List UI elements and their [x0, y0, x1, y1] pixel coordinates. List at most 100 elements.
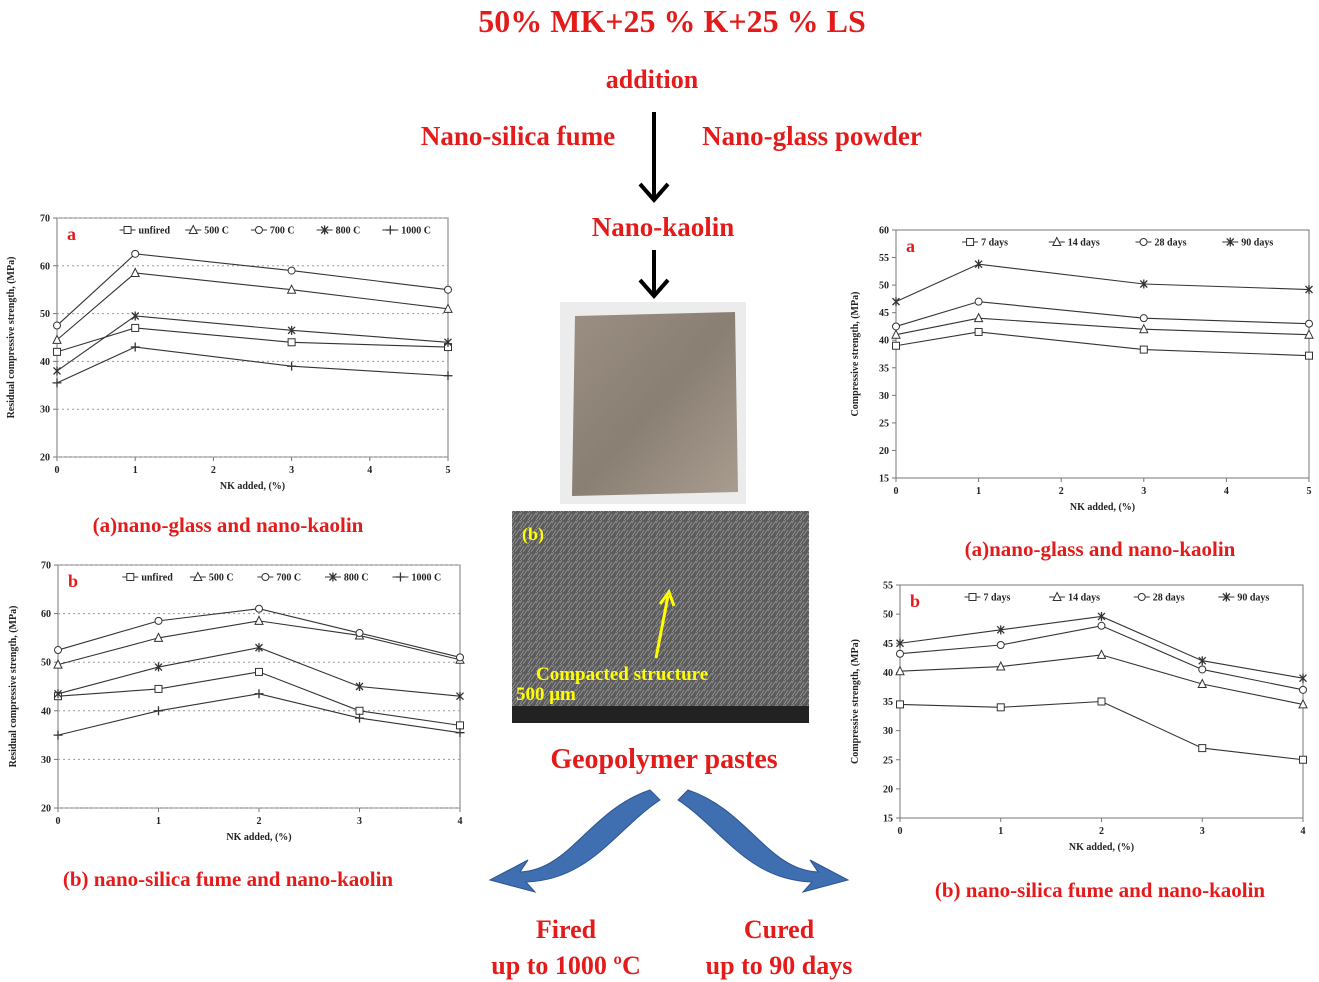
- y-axis-label: Residual compressive strength, (MPa): [8, 606, 19, 768]
- data-point: [288, 267, 295, 274]
- sample-photo: [572, 312, 738, 496]
- data-point: [445, 286, 452, 293]
- data-point: [54, 348, 61, 355]
- y-tick-label: 60: [879, 226, 889, 237]
- legend-label: unfired: [139, 226, 171, 237]
- y-tick-label: 60: [41, 609, 51, 620]
- data-point: [256, 668, 263, 675]
- panel-label: a: [906, 236, 915, 256]
- caption: (a)nano-glass and nano-kaolin: [93, 513, 364, 537]
- sem-info-bar: [512, 706, 809, 723]
- data-point: [1306, 352, 1313, 359]
- y-tick-label: 40: [41, 706, 51, 717]
- data-point: [287, 362, 296, 371]
- x-tick-label: 0: [56, 816, 61, 827]
- right-additive: Nano-glass powder: [702, 121, 922, 151]
- x-tick-label: 1: [133, 465, 138, 476]
- center-label: Geopolymer pastes: [550, 744, 777, 775]
- series-line: [58, 672, 460, 725]
- caption: (b) nano-silica fume and nano-kaolin: [63, 867, 394, 891]
- data-point: [457, 654, 464, 661]
- y-tick-label: 30: [41, 755, 51, 766]
- y-tick-label: 15: [883, 814, 893, 825]
- legend-label: 7 days: [981, 238, 1008, 249]
- data-point: [456, 728, 465, 737]
- series-line: [57, 347, 448, 383]
- x-tick-label: 3: [1200, 826, 1205, 837]
- data-point: [132, 324, 139, 331]
- data-point: [1140, 315, 1147, 322]
- legend-marker: [124, 227, 131, 234]
- data-point: [1098, 622, 1105, 629]
- data-point: [1098, 698, 1105, 705]
- addition-label: addition: [606, 65, 699, 94]
- y-tick-label: 40: [879, 336, 889, 347]
- legend-label: 90 days: [1241, 238, 1273, 249]
- y-tick-label: 35: [883, 697, 893, 708]
- series-line: [57, 328, 448, 352]
- data-point: [131, 268, 139, 276]
- y-tick-label: 45: [883, 639, 893, 650]
- legend-marker: [967, 239, 974, 246]
- y-tick-label: 60: [40, 261, 50, 272]
- series-line: [900, 702, 1303, 760]
- data-point: [1140, 346, 1147, 353]
- data-point: [53, 378, 62, 387]
- legend-marker: [127, 574, 134, 581]
- y-tick-label: 70: [41, 561, 51, 572]
- y-tick-label: 45: [879, 308, 889, 319]
- x-tick-label: 3: [357, 816, 362, 827]
- y-tick-label: 20: [41, 804, 51, 815]
- x-tick-label: 2: [1099, 826, 1104, 837]
- caption: (a)nano-glass and nano-kaolin: [965, 537, 1236, 561]
- y-axis-label: Residual compressive strength, (MPa): [6, 257, 17, 419]
- data-point: [1098, 650, 1106, 658]
- x-tick-label: 4: [1224, 486, 1229, 497]
- y-tick-label: 50: [879, 281, 889, 292]
- fired-detail: up to 1000 ºC: [491, 951, 640, 980]
- x-tick-label: 2: [257, 816, 262, 827]
- x-tick-label: 1: [976, 486, 981, 497]
- legend-label: 28 days: [1155, 238, 1187, 249]
- legend-label: 800 C: [344, 573, 369, 584]
- legend-label: 1000 C: [411, 573, 441, 584]
- legend-marker: [969, 594, 976, 601]
- legend-label: 14 days: [1068, 593, 1100, 604]
- series-line: [896, 264, 1309, 301]
- data-point: [55, 647, 62, 654]
- data-point: [155, 617, 162, 624]
- legend-marker: [255, 227, 262, 234]
- data-point: [897, 650, 904, 657]
- y-tick-label: 40: [883, 668, 893, 679]
- data-point: [256, 605, 263, 612]
- x-axis-label: NK added, (%): [1070, 502, 1135, 513]
- data-point: [255, 689, 264, 698]
- legend-label: 14 days: [1068, 238, 1100, 249]
- y-tick-label: 30: [879, 391, 889, 402]
- legend-label: 90 days: [1237, 593, 1269, 604]
- plot-frame: [896, 230, 1309, 478]
- title: 50% MK+25 % K+25 % LS: [478, 3, 866, 39]
- legend-label: 800 C: [336, 226, 361, 237]
- legend-marker: [262, 574, 269, 581]
- legend-marker: [396, 573, 405, 582]
- series-line: [896, 332, 1309, 356]
- data-point: [1199, 745, 1206, 752]
- data-point: [53, 335, 61, 343]
- x-tick-label: 4: [1301, 826, 1306, 837]
- y-tick-label: 50: [41, 658, 51, 669]
- legend-label: 700 C: [276, 573, 301, 584]
- y-axis-label: Compressive strength, (MPa): [850, 292, 861, 417]
- caption: (b) nano-silica fume and nano-kaolin: [935, 878, 1266, 902]
- y-tick-label: 25: [883, 755, 893, 766]
- legend-label: 7 days: [983, 593, 1010, 604]
- cured-label: Cured: [744, 915, 815, 944]
- cured-detail: up to 90 days: [706, 951, 853, 980]
- series-line: [58, 694, 460, 735]
- legend-label: 500 C: [209, 573, 234, 584]
- data-point: [997, 704, 1004, 711]
- data-point: [1306, 320, 1313, 327]
- data-point: [132, 250, 139, 257]
- data-point: [444, 371, 453, 380]
- y-tick-label: 35: [879, 363, 889, 374]
